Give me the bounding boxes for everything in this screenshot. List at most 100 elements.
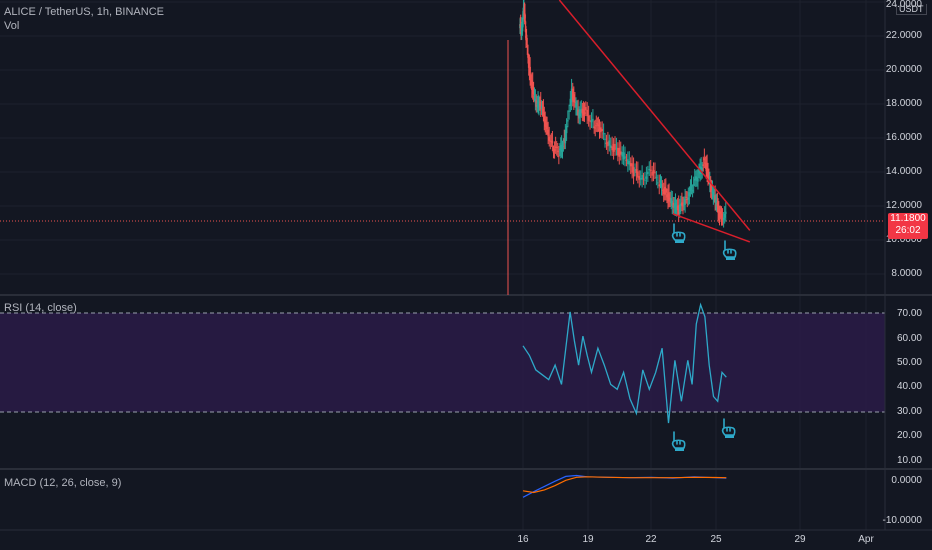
price-candle-body bbox=[558, 155, 560, 157]
price-candle-body bbox=[526, 45, 529, 48]
price-candle-body bbox=[549, 140, 552, 142]
macd-legend[interactable]: MACD (12, 26, close, 9) bbox=[4, 477, 122, 489]
price-candle-body bbox=[534, 98, 537, 103]
price-candle-body bbox=[660, 183, 663, 188]
current-price-badge: 11.1800 26:02 bbox=[888, 213, 928, 239]
price-candle-body bbox=[598, 129, 601, 131]
rsi-band bbox=[0, 313, 885, 412]
price-candle-body bbox=[677, 205, 680, 215]
price-candle-body bbox=[638, 176, 641, 180]
price-candle-body bbox=[538, 101, 540, 108]
price-candle-body bbox=[647, 171, 649, 175]
price-candle-body bbox=[712, 191, 715, 198]
rsi-legend[interactable]: RSI (14, close) bbox=[4, 302, 77, 314]
price-candle-body bbox=[532, 87, 535, 95]
price-candle-body bbox=[654, 172, 656, 174]
price-candle-body bbox=[580, 110, 583, 113]
price-candle-body bbox=[681, 202, 683, 206]
price-candle-body bbox=[542, 108, 545, 116]
hand-cuff bbox=[675, 448, 684, 451]
price-candle-body bbox=[583, 112, 586, 115]
price-candle-body bbox=[692, 184, 695, 186]
price-candle-body bbox=[652, 170, 655, 174]
price-candle-body bbox=[615, 147, 618, 149]
price-candle-body bbox=[536, 103, 538, 105]
hand-fingers bbox=[726, 427, 731, 432]
symbol-legend[interactable]: ALICE / TetherUS, 1h, BINANCE bbox=[4, 6, 164, 18]
price-candle-body bbox=[597, 124, 600, 127]
price-candle-body bbox=[586, 109, 588, 117]
price-candle-body bbox=[546, 122, 548, 129]
hand-outline bbox=[721, 418, 736, 436]
price-candle-body bbox=[531, 80, 533, 90]
price-candle-body bbox=[687, 197, 690, 200]
bar-countdown: 26:02 bbox=[895, 225, 921, 236]
price-candle-body bbox=[698, 169, 700, 173]
price-candle-body bbox=[709, 181, 712, 193]
rsi-tick: 20.00 bbox=[896, 430, 922, 441]
price-candle-body bbox=[686, 199, 689, 201]
price-tick: 20.0000 bbox=[885, 64, 922, 75]
price-candle-body bbox=[713, 196, 716, 198]
price-candle-body bbox=[559, 145, 562, 151]
price-candle-body bbox=[525, 34, 528, 40]
macd-tick: -10.0000 bbox=[882, 515, 922, 526]
price-candle-body bbox=[703, 158, 706, 161]
annotations bbox=[671, 223, 737, 451]
price-candle-body bbox=[691, 190, 694, 192]
price-tick: 16.0000 bbox=[885, 132, 922, 143]
price-candle-body bbox=[604, 138, 606, 140]
vol-legend[interactable]: Vol bbox=[4, 20, 20, 32]
price-candle-body bbox=[644, 179, 646, 181]
price-candle-body bbox=[632, 167, 635, 177]
price-candle-body bbox=[567, 120, 569, 122]
price-candle-body bbox=[625, 159, 628, 161]
price-candle-body bbox=[587, 115, 590, 121]
price-candle-body bbox=[635, 169, 638, 173]
price-candle-body bbox=[665, 188, 667, 193]
price-candle-body bbox=[577, 109, 579, 116]
price-candle-body bbox=[675, 205, 678, 209]
price-candle-body bbox=[724, 211, 727, 214]
price-candle-body bbox=[682, 202, 684, 207]
pointing-hand-icon bbox=[722, 240, 737, 260]
price-candle-body bbox=[619, 151, 622, 155]
grid bbox=[0, 0, 885, 530]
price-candle-body bbox=[548, 136, 551, 141]
price-candle-body bbox=[645, 176, 648, 179]
price-candle-body bbox=[544, 119, 547, 127]
price-candle-body bbox=[688, 192, 691, 197]
price-candle-body bbox=[658, 184, 661, 187]
price-candle-body bbox=[637, 171, 639, 178]
price-candle-body bbox=[718, 215, 721, 218]
price-candle-body bbox=[576, 108, 578, 110]
price-candle-body bbox=[673, 204, 676, 208]
hand-fingers bbox=[676, 232, 681, 237]
pointing-hand-icon bbox=[671, 223, 686, 243]
price-candle-body bbox=[533, 95, 536, 97]
price-candle-body bbox=[631, 163, 633, 173]
price-candle-body bbox=[539, 101, 542, 110]
price-candle-body bbox=[624, 156, 626, 159]
price-candle-body bbox=[661, 189, 664, 191]
price-candle-body bbox=[670, 198, 672, 204]
price-candle-body bbox=[702, 164, 705, 166]
price-candle-body bbox=[621, 152, 623, 157]
price-candle-body bbox=[579, 109, 582, 117]
price-candle-body bbox=[684, 198, 686, 205]
price-candle-body bbox=[608, 140, 611, 146]
price-candle-body bbox=[695, 176, 697, 180]
price-candle-body bbox=[634, 169, 636, 171]
price-candle-body bbox=[671, 200, 674, 207]
price-candle-body bbox=[592, 118, 594, 121]
price-candle-body bbox=[605, 142, 608, 145]
price-candle-body bbox=[568, 110, 570, 112]
price-candle-body bbox=[560, 144, 563, 152]
price-candle-body bbox=[564, 129, 567, 144]
hand-outline bbox=[722, 240, 737, 258]
time-tick: Apr bbox=[858, 534, 874, 545]
price-candle-body bbox=[609, 145, 612, 148]
price-candle-body bbox=[581, 108, 584, 114]
price-candle-body bbox=[723, 213, 726, 218]
